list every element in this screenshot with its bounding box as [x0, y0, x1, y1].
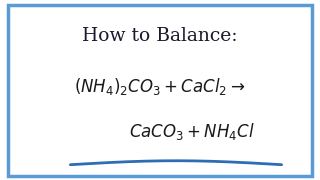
Text: $(NH_4)_2CO_3 + CaCl_2 \rightarrow$: $(NH_4)_2CO_3 + CaCl_2 \rightarrow$ [75, 76, 245, 97]
Text: How to Balance:: How to Balance: [82, 27, 238, 45]
Text: $CaCO_3 + NH_4Cl$: $CaCO_3 + NH_4Cl$ [129, 121, 255, 142]
